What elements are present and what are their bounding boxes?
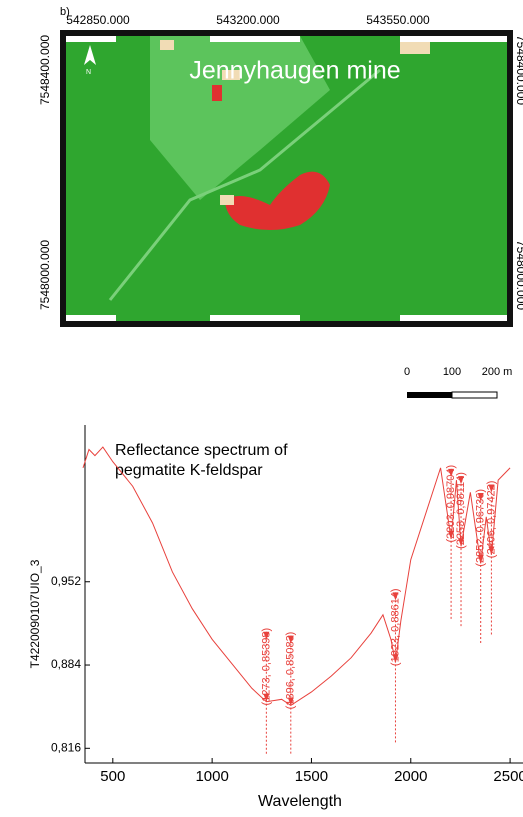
chart: 500 1000 1500 2000 2500 0,816 0,884 0,952 Wavele… — [28, 425, 523, 810]
map-coord: 543200.000 — [216, 13, 280, 27]
map-border — [400, 315, 507, 321]
x-tick-label: 1500 — [295, 768, 328, 785]
scale-label: 200 m — [482, 366, 513, 378]
map-coord: 7548000.000 — [514, 240, 523, 310]
annotation-label: (2253, 0,98114) — [455, 472, 467, 549]
map-coord: 543550.000 — [366, 13, 430, 27]
map-border — [210, 315, 300, 321]
annotation-label: (1273, 0,85398) — [260, 628, 272, 706]
scale-bar — [407, 392, 452, 398]
map-border — [210, 36, 300, 42]
x-tick-label: 500 — [100, 768, 125, 785]
map-coord: 7548000.000 — [38, 240, 52, 310]
map-patch — [212, 85, 222, 101]
x-axis-label: Wavelength — [258, 793, 342, 810]
y-tick-label: 0,884 — [51, 657, 81, 671]
map-patch — [400, 40, 430, 54]
x-tick-label: 1000 — [195, 768, 228, 785]
annotation-label: (1923, 0,88614) — [389, 588, 401, 666]
scale-label: 0 — [404, 366, 410, 378]
figure: b) N Jennyhaugen mine 542850.000543200.0… — [0, 0, 523, 817]
map-border — [66, 315, 116, 321]
annotation-label: (2406, 0,97422) — [485, 481, 497, 559]
map-title: Jennyhaugen mine — [189, 57, 400, 85]
scale-labels: 0 100 200 m — [404, 366, 512, 378]
scale-bar — [452, 392, 497, 398]
x-tick-label: 2500 — [493, 768, 523, 785]
y-tick-label: 0,952 — [51, 574, 81, 588]
north-label: N — [86, 69, 91, 76]
map-patch — [160, 40, 174, 50]
chart-title: pegmatite K-feldspar — [115, 462, 263, 479]
scale-label: 100 — [443, 366, 461, 378]
chart-title: Reflectance spectrum of — [115, 442, 288, 459]
map-coord: 7548400.000 — [38, 35, 52, 105]
map-coord: 542850.000 — [66, 13, 130, 27]
map-border — [400, 36, 507, 42]
y-tick-label: 0,816 — [51, 740, 81, 754]
annotation-label: (1396, 0,85083) — [285, 632, 297, 710]
y-axis-label: T4220090107UIO_3 — [28, 559, 42, 668]
x-tick-label: 2000 — [394, 768, 427, 785]
map-patch — [220, 195, 234, 205]
map-coord: 7548400.000 — [514, 35, 523, 105]
map-border — [66, 36, 116, 42]
